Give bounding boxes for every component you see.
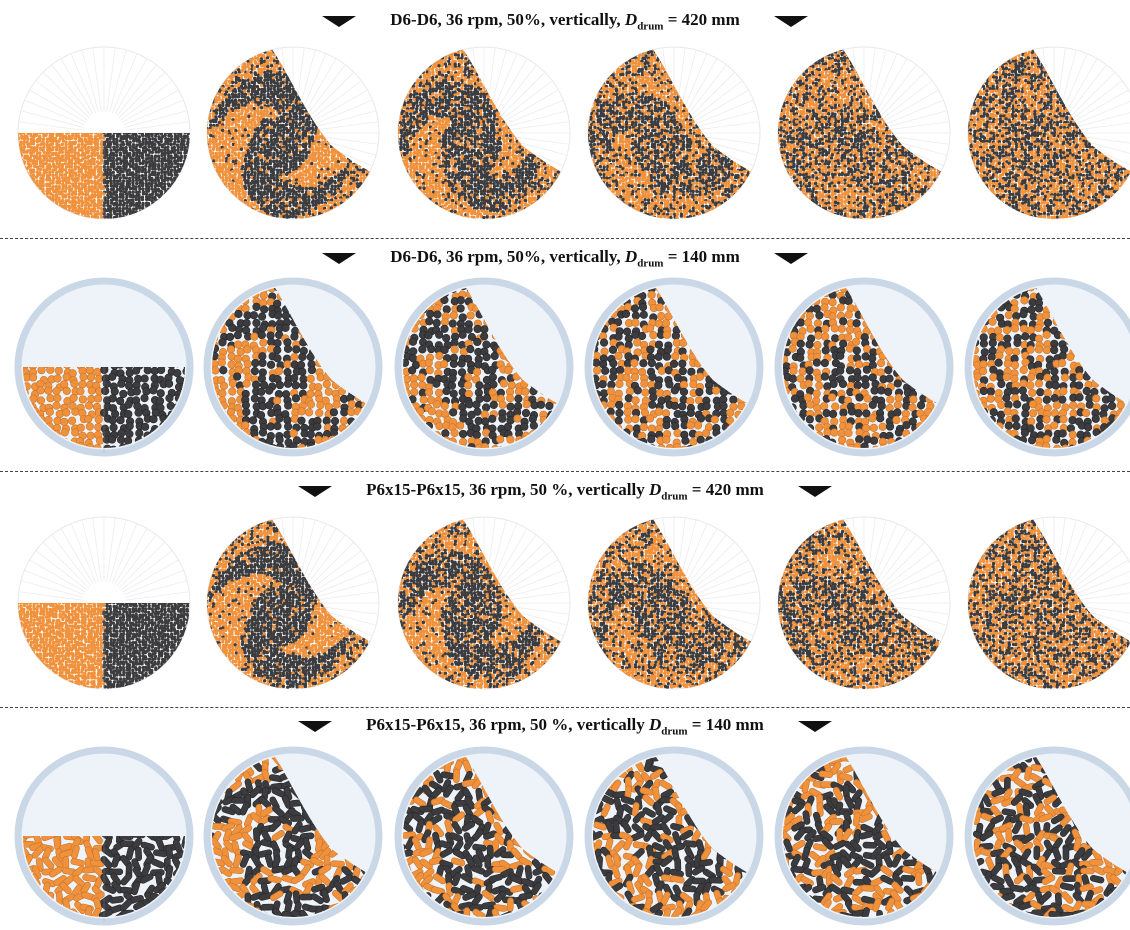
triangle-down-icon bbox=[322, 253, 356, 264]
drum-1-stage-5 bbox=[960, 273, 1130, 461]
drum-0-stage-4 bbox=[770, 39, 958, 227]
drum-0-stage-2 bbox=[390, 39, 578, 227]
drum-1-stage-2 bbox=[390, 273, 578, 461]
drum-3-initial bbox=[10, 742, 198, 930]
triangle-down-icon bbox=[322, 16, 356, 27]
drum-1-stage-4 bbox=[770, 273, 958, 461]
drum-3-stage-5 bbox=[960, 742, 1130, 930]
row-condition-label: D6-D6, 36 rpm, 50%, vertically, Ddrum = … bbox=[390, 247, 739, 269]
drum-2-initial bbox=[10, 509, 198, 697]
drum-2-stage-5 bbox=[960, 509, 1130, 697]
row-divider-1 bbox=[0, 238, 1130, 239]
row-condition-label: D6-D6, 36 rpm, 50%, vertically, Ddrum = … bbox=[390, 10, 739, 32]
drum-2-stage-3 bbox=[580, 509, 768, 697]
drum-2-stage-4 bbox=[770, 509, 958, 697]
drum-0-initial bbox=[10, 39, 198, 227]
drum-1-initial bbox=[10, 273, 198, 461]
row-condition-label: P6x15-P6x15, 36 rpm, 50 %, vertically Dd… bbox=[366, 480, 764, 502]
drum-3-stage-1 bbox=[199, 742, 387, 930]
drum-2-stage-2 bbox=[390, 509, 578, 697]
row-condition-label: P6x15-P6x15, 36 rpm, 50 %, vertically Dd… bbox=[366, 715, 764, 737]
row-title-3: P6x15-P6x15, 36 rpm, 50 %, vertically Dd… bbox=[0, 480, 1130, 506]
triangle-down-icon bbox=[774, 253, 808, 264]
row-divider-3 bbox=[0, 707, 1130, 708]
triangle-down-icon bbox=[798, 721, 832, 732]
drum-0-stage-1 bbox=[199, 39, 387, 227]
drum-3-stage-4 bbox=[770, 742, 958, 930]
drum-1-stage-1 bbox=[199, 273, 387, 461]
row-title-1: D6-D6, 36 rpm, 50%, vertically, Ddrum = … bbox=[0, 10, 1130, 36]
triangle-down-icon bbox=[798, 486, 832, 497]
drum-0-stage-5 bbox=[960, 39, 1130, 227]
drum-3-stage-3 bbox=[580, 742, 768, 930]
drum-0-stage-3 bbox=[580, 39, 768, 227]
triangle-down-icon bbox=[298, 721, 332, 732]
drum-1-stage-3 bbox=[580, 273, 768, 461]
triangle-down-icon bbox=[298, 486, 332, 497]
triangle-down-icon bbox=[774, 16, 808, 27]
row-divider-2 bbox=[0, 471, 1130, 472]
row-title-4: P6x15-P6x15, 36 rpm, 50 %, vertically Dd… bbox=[0, 715, 1130, 741]
row-title-2: D6-D6, 36 rpm, 50%, vertically, Ddrum = … bbox=[0, 247, 1130, 273]
drum-2-stage-1 bbox=[199, 509, 387, 697]
drum-3-stage-2 bbox=[390, 742, 578, 930]
